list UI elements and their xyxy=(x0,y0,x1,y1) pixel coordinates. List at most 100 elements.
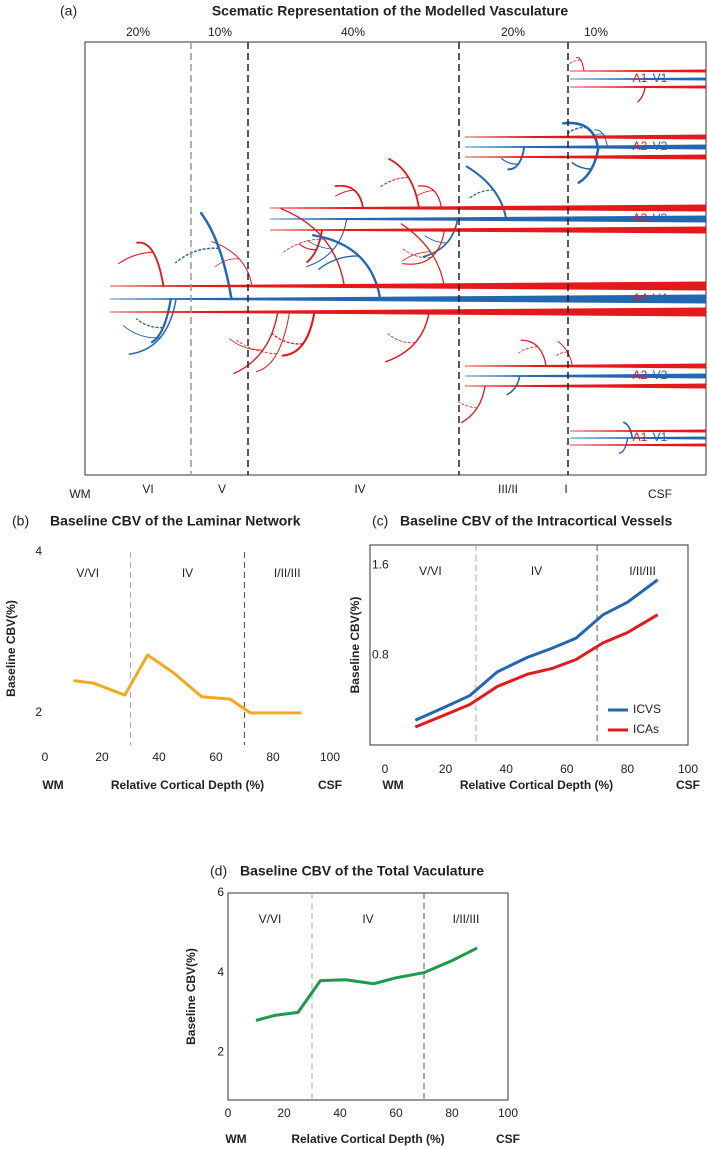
legend-label: ICAs xyxy=(633,722,659,736)
y-tick-label: 2 xyxy=(217,1044,224,1058)
layer-label: V/VI xyxy=(419,564,442,578)
vessel xyxy=(570,85,706,89)
vein-label: V2 xyxy=(653,368,668,382)
x-end-label: CSF xyxy=(318,778,342,792)
layer-label: I/II/III xyxy=(453,912,480,926)
data-line xyxy=(414,578,659,722)
branch xyxy=(594,129,608,148)
artery-label: A2 xyxy=(633,368,648,382)
branch xyxy=(469,189,494,199)
x-tick-label: 0 xyxy=(382,762,389,776)
panel-label: (c) xyxy=(372,513,388,529)
vessel xyxy=(465,373,706,379)
y-tick-label: 4 xyxy=(217,965,224,979)
x-tick-label: 60 xyxy=(560,762,574,776)
branch xyxy=(571,161,592,170)
x-axis-label: Relative Cortical Depth (%) xyxy=(291,1132,444,1146)
branch xyxy=(229,338,264,351)
fraction-label: 10% xyxy=(584,25,608,39)
branch xyxy=(334,184,364,209)
fraction-label: 40% xyxy=(341,25,365,39)
x-tick-label: 100 xyxy=(498,1106,518,1120)
branch xyxy=(387,333,416,344)
chart-title: Baseline CBV of the Laminar Network xyxy=(50,513,301,529)
layer-label: IV xyxy=(182,566,193,580)
vessel xyxy=(570,69,706,73)
vessel xyxy=(570,77,706,81)
layer-label: VI xyxy=(142,482,153,496)
branch xyxy=(518,346,538,354)
vessel xyxy=(570,429,706,433)
branch xyxy=(401,251,431,262)
branch xyxy=(400,223,445,287)
layer-label: IV xyxy=(531,564,542,578)
x-end-label: WM xyxy=(225,1132,246,1146)
y-tick-label: 1.6 xyxy=(372,557,389,571)
plot-frame xyxy=(369,544,689,746)
vessel xyxy=(270,226,706,234)
vein-label: V4 xyxy=(653,291,668,305)
vein-label: V3 xyxy=(653,211,668,225)
branch xyxy=(566,126,587,135)
branch xyxy=(424,235,447,244)
chart-title: Baseline CBV of the Total Vaculature xyxy=(240,863,484,879)
branch xyxy=(569,59,581,65)
layer-label: V/VI xyxy=(76,566,99,580)
panel-label: (d) xyxy=(210,863,227,879)
branch xyxy=(506,375,521,396)
x-end-label: CSF xyxy=(496,1132,520,1146)
y-axis-label: Baseline CBV(%) xyxy=(184,948,198,1045)
data-line xyxy=(255,946,478,1022)
branch xyxy=(236,339,277,355)
branch xyxy=(311,234,382,301)
panel-label: (b) xyxy=(12,513,29,529)
branch xyxy=(555,351,568,357)
vessel xyxy=(465,383,706,389)
schematic-title: Scematic Representation of the Modelled … xyxy=(212,3,569,19)
end-label: CSF xyxy=(648,487,672,501)
end-label: WM xyxy=(69,487,90,501)
panel-label: (a) xyxy=(60,3,77,19)
x-end-label: WM xyxy=(382,778,403,792)
branch xyxy=(577,145,600,184)
x-axis-label: Relative Cortical Depth (%) xyxy=(460,778,613,792)
x-tick-label: 40 xyxy=(500,762,514,776)
artery-label: A1 xyxy=(633,430,648,444)
branch xyxy=(622,421,634,439)
chart-title: Baseline CBV of the Intracortical Vessel… xyxy=(400,513,673,529)
vein-label: V2 xyxy=(653,139,668,153)
vessel xyxy=(110,294,706,304)
y-axis-label: Baseline CBV(%) xyxy=(348,597,362,694)
branch xyxy=(618,437,629,454)
branch xyxy=(417,185,443,209)
x-tick-label: 40 xyxy=(333,1106,347,1120)
vessel xyxy=(570,436,706,440)
layer-label: V xyxy=(218,482,226,496)
branch xyxy=(461,385,486,423)
y-tick-label: 4 xyxy=(35,544,42,558)
x-tick-label: 80 xyxy=(445,1106,459,1120)
branch xyxy=(415,190,434,197)
x-end-label: WM xyxy=(42,778,63,792)
y-tick-label: 6 xyxy=(217,885,224,899)
data-line xyxy=(73,653,302,715)
schematic-frame xyxy=(84,41,707,476)
x-tick-label: 100 xyxy=(320,750,340,764)
artery-label: A1 xyxy=(633,71,648,85)
branch xyxy=(457,401,478,409)
branch xyxy=(402,229,446,265)
vein-label: V1 xyxy=(653,71,668,85)
branch xyxy=(507,146,526,171)
x-tick-label: 20 xyxy=(95,750,109,764)
x-tick-label: 60 xyxy=(209,750,223,764)
x-tick-label: 80 xyxy=(266,750,280,764)
vasculature xyxy=(110,56,706,454)
branch xyxy=(298,243,317,251)
y-tick-label: 0.8 xyxy=(372,647,389,661)
x-end-label: CSF xyxy=(676,778,700,792)
vessel xyxy=(465,154,706,160)
artery-label: A4 xyxy=(633,291,648,305)
branch xyxy=(281,310,316,357)
branch xyxy=(135,318,164,329)
branch xyxy=(335,189,355,197)
